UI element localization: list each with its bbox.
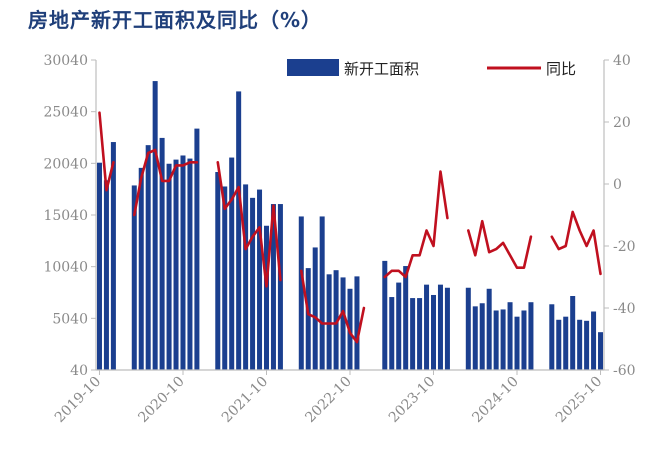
right-axis-ticks: 40 20 0 -20 -40 -60 [604, 53, 636, 379]
right-tick-label: -60 [613, 363, 636, 379]
left-tick-label: 40 [70, 363, 88, 379]
bar-2020-12 [194, 128, 200, 370]
bar-2021-08 [250, 197, 256, 370]
bar-2023-08 [417, 298, 423, 370]
bar-2024-11 [521, 310, 527, 370]
legend: 新开工面积 同比 [287, 59, 576, 78]
bar-2020-07 [159, 137, 165, 370]
bar-2025-06 [570, 296, 576, 370]
bar-2025-05 [563, 316, 569, 370]
bar-2025-04 [556, 319, 562, 370]
bar-2023-03 [382, 260, 388, 370]
legend-bar-label: 新开工面积 [344, 60, 419, 78]
bar-2023-11 [437, 284, 443, 370]
x-tick-label: 2020-10 [135, 374, 187, 426]
x-axis-ticks: 2019-10 2020-10 2021-10 2022-10 2023-10 2024-… [52, 370, 605, 426]
right-tick-label: 40 [613, 53, 631, 69]
bar-2020-04 [138, 167, 144, 370]
legend-line-label: 同比 [546, 60, 576, 78]
bar-2020-10 [180, 155, 186, 370]
bar-2024-10 [514, 316, 520, 370]
bar-2024-05 [479, 303, 485, 370]
left-axis-ticks: 40 5040 10040 15040 20040 25040 30040 [43, 53, 96, 379]
bar-2023-05 [396, 282, 402, 370]
bar-2024-08 [500, 309, 506, 370]
left-tick-label: 25040 [43, 105, 88, 121]
x-tick-label: 2021-10 [219, 374, 271, 426]
bar-2022-06 [319, 216, 325, 370]
bar-2024-04 [472, 306, 478, 370]
bar-2022-09 [340, 277, 346, 370]
bar-2022-03 [298, 216, 304, 370]
bar-2021-04 [222, 186, 228, 370]
x-tick-label: 2019-10 [52, 374, 104, 426]
bar-2025-07 [577, 319, 583, 370]
bar-2025-08 [584, 320, 590, 370]
bar-2019-12 [110, 142, 116, 370]
chart-title: 房地产新开工面积及同比（%） [28, 8, 323, 32]
bar-2023-09 [424, 284, 430, 370]
bar-2022-08 [333, 270, 339, 370]
left-tick-label: 30040 [43, 53, 88, 69]
left-tick-label: 15040 [43, 208, 88, 224]
line-series-group [98, 111, 602, 344]
bar-2021-06 [236, 91, 242, 370]
legend-bar-swatch [287, 59, 339, 76]
bar-2024-06 [486, 288, 492, 370]
x-tick-label: 2025-10 [553, 374, 605, 426]
bar-2021-03 [215, 172, 221, 370]
bar-2025-03 [549, 304, 555, 370]
right-tick-label: -40 [613, 301, 636, 317]
bar-2020-11 [187, 158, 193, 370]
bar-2022-05 [312, 247, 318, 370]
bar-2024-12 [528, 302, 534, 370]
bar-2022-04 [305, 268, 311, 370]
left-tick-label: 10040 [43, 260, 88, 276]
bar-2021-09 [257, 189, 263, 370]
bar-2025-09 [591, 311, 597, 370]
bar-2020-05 [145, 145, 151, 370]
bar-2023-04 [389, 297, 395, 370]
bar-2023-12 [444, 287, 450, 370]
bar-2020-09 [173, 159, 179, 370]
bar-2023-06 [403, 266, 409, 370]
bar-2022-07 [326, 274, 332, 370]
bar-series-group [96, 81, 604, 370]
bar-2023-10 [431, 294, 437, 370]
bar-2022-11 [354, 276, 360, 370]
bar-2025-10 [598, 332, 604, 370]
bar-2020-08 [166, 163, 172, 370]
x-tick-label: 2024-10 [469, 374, 521, 426]
bar-2024-09 [507, 302, 513, 370]
bar-2021-07 [243, 184, 249, 370]
bar-2021-11 [270, 204, 276, 370]
left-tick-label: 5040 [52, 311, 88, 327]
bar-2024-07 [493, 310, 499, 370]
bar-2019-11 [103, 180, 109, 370]
right-tick-label: 20 [613, 115, 631, 131]
bar-2021-12 [277, 204, 283, 370]
bar-2019-10 [96, 162, 102, 370]
bar-2021-05 [229, 157, 235, 370]
right-tick-label: 0 [613, 177, 622, 193]
bar-2024-03 [465, 287, 471, 370]
yoy-line [98, 111, 602, 344]
bar-2023-07 [410, 298, 416, 370]
x-tick-label: 2022-10 [302, 374, 354, 426]
bar-2021-10 [263, 225, 269, 370]
bar-2020-06 [152, 81, 158, 370]
bar-2020-03 [131, 185, 137, 370]
right-tick-label: -20 [613, 239, 636, 255]
left-tick-label: 20040 [43, 156, 88, 172]
x-tick-label: 2023-10 [386, 374, 438, 426]
